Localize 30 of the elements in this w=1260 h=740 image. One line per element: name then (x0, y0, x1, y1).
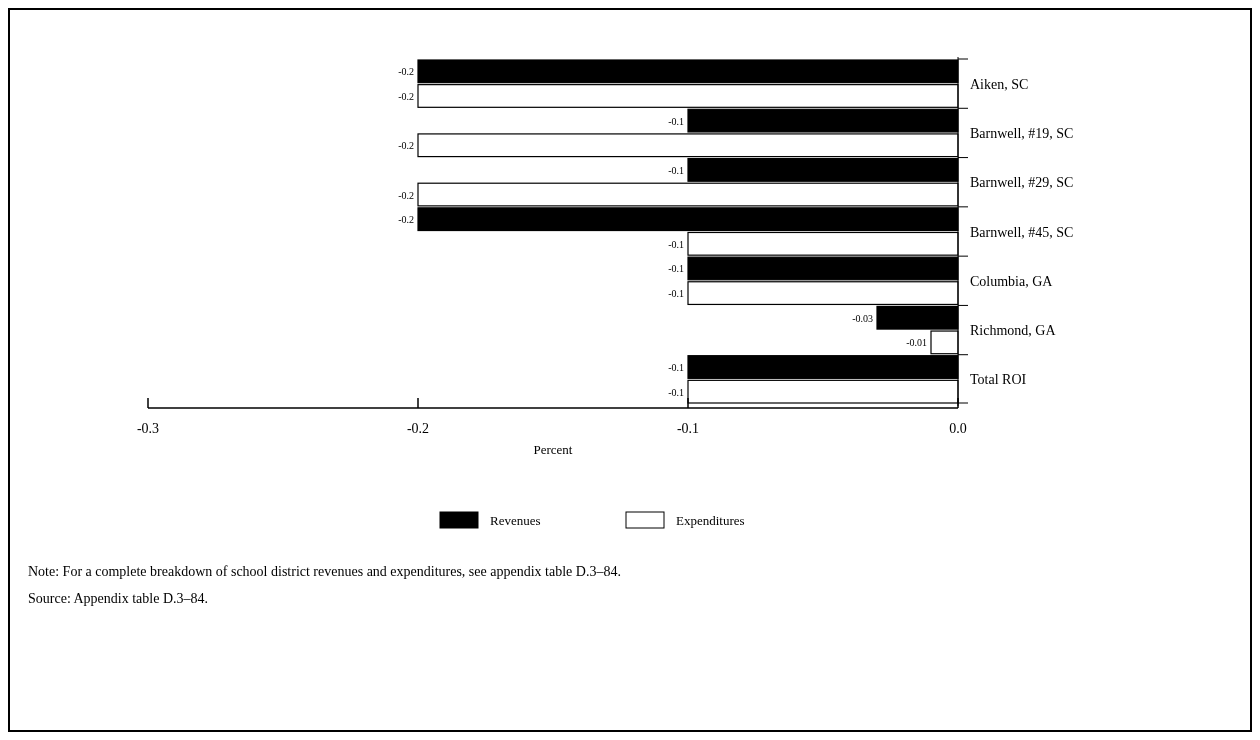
y-tick-label: Barnwell, #19, SC (970, 125, 1074, 141)
data-label: -0.03 (852, 312, 873, 324)
x-tick-label: -0.3 (136, 421, 160, 436)
y-tick-label: Total ROI (970, 372, 1027, 388)
x-axis-title: Percent (533, 442, 573, 457)
y-tick-label: Barnwell, #45, SC (970, 224, 1074, 240)
data-label: -0.2 (398, 140, 414, 152)
data-label: -0.2 (398, 214, 414, 226)
data-label: -0.1 (668, 164, 684, 176)
y-tick-label: Aiken, SC (970, 76, 1029, 92)
data-label: -0.01 (906, 337, 927, 349)
x-tick-label: -0.2 (406, 421, 430, 436)
legend-label: Revenues (490, 513, 541, 528)
x-tick-label: -0.1 (676, 421, 700, 436)
legend-label: Expenditures (676, 513, 745, 528)
data-label: -0.1 (668, 386, 684, 398)
data-label: -0.1 (668, 288, 684, 300)
data-label: -0.1 (668, 362, 684, 374)
data-label: -0.1 (668, 115, 684, 127)
data-label: -0.2 (398, 189, 414, 201)
y-tick-label: Barnwell, #29, SC (970, 175, 1074, 191)
y-tick-label: Richmond, GA (970, 323, 1057, 339)
data-label: -0.1 (668, 263, 684, 275)
text: Note: For a complete breakdown of school district revenues and expenditures, see appendix table D.3–84. (28, 564, 621, 579)
data-label: -0.1 (668, 238, 684, 250)
x-tick-label: 0.0 (949, 421, 967, 436)
data-label: -0.2 (398, 66, 414, 78)
data-label: -0.2 (398, 90, 414, 102)
source-note: Source: Appendix table D.3–84. (28, 591, 209, 606)
y-tick-label: Columbia, GA (970, 273, 1054, 289)
